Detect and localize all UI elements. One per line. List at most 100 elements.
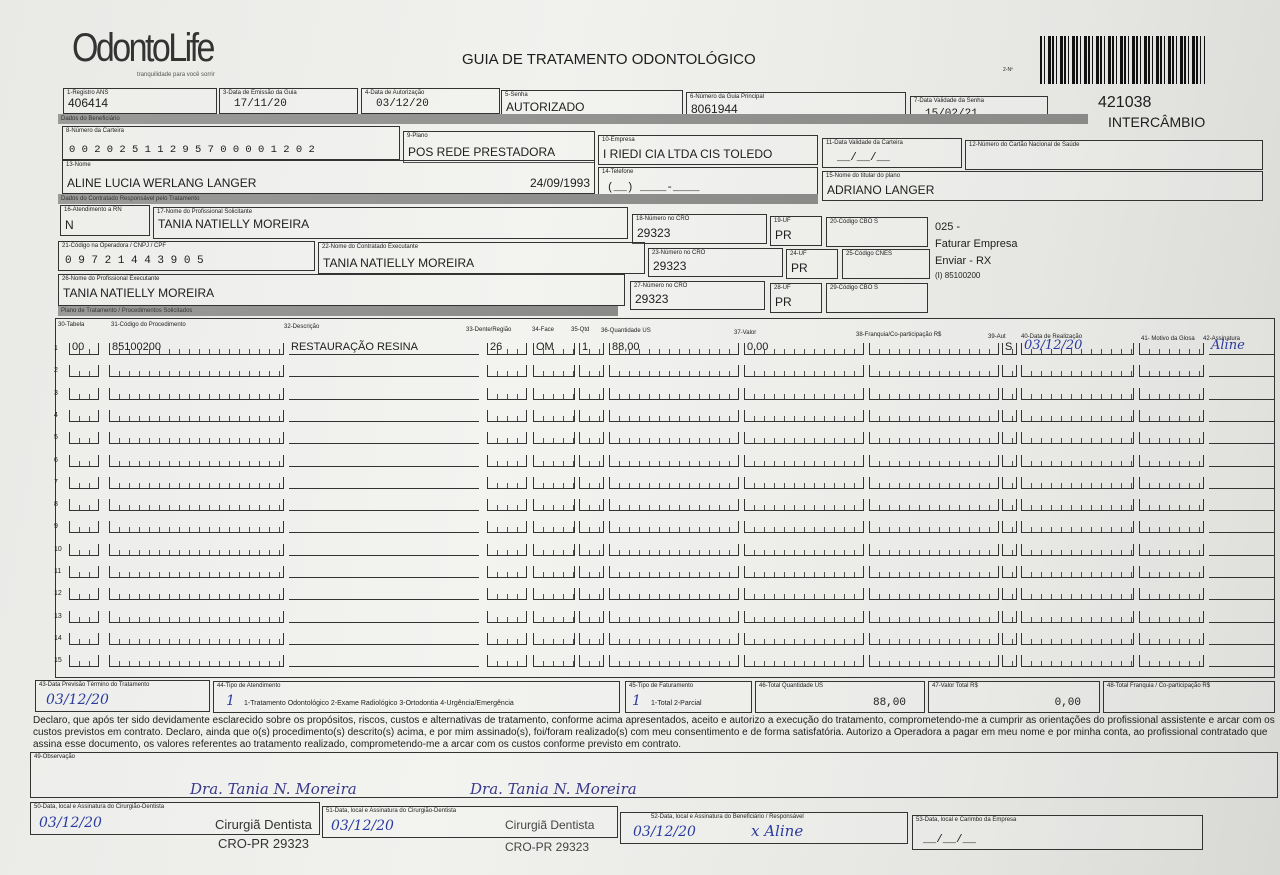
field-uf-28[interactable]: 28-UF PR xyxy=(770,283,822,313)
cell-dente[interactable] xyxy=(487,409,527,422)
cell-codigo[interactable] xyxy=(109,454,284,467)
field-password[interactable]: 5-Senha AUTORIZADO xyxy=(501,90,683,118)
cell-assinatura[interactable] xyxy=(1209,477,1274,489)
cell-tabela[interactable] xyxy=(69,632,99,645)
cell-franquia[interactable] xyxy=(869,387,999,400)
cell-franquia[interactable] xyxy=(869,543,999,556)
field-total-us[interactable]: 46-Total Quantidade US 88,00 xyxy=(755,681,925,713)
cell-qtd-us[interactable] xyxy=(609,499,739,512)
cell-face[interactable] xyxy=(533,387,575,400)
cell-dente[interactable] xyxy=(487,365,527,378)
field-uf-24[interactable]: 24-UF PR xyxy=(786,249,838,279)
cell-qtd[interactable] xyxy=(579,476,604,489)
cell-descricao[interactable] xyxy=(289,455,479,467)
cell-descricao[interactable] xyxy=(289,655,479,668)
cell-codigo[interactable] xyxy=(109,543,284,556)
cell-franquia[interactable] xyxy=(869,476,999,489)
cell-assinatura[interactable] xyxy=(1209,388,1274,400)
cell-face[interactable] xyxy=(533,610,575,623)
cell-assinatura[interactable] xyxy=(1209,410,1274,422)
cell-face[interactable] xyxy=(533,432,575,445)
cell-qtd[interactable] xyxy=(579,632,604,645)
field-rn-attendance[interactable]: 16-Atendimento a RN N xyxy=(60,205,150,236)
cell-valor[interactable] xyxy=(744,521,864,534)
cell-franquia[interactable] xyxy=(869,588,999,601)
cell-codigo[interactable] xyxy=(109,409,284,422)
field-requesting-professional[interactable]: 17-Nome do Profissional Solicitante TANIA… xyxy=(153,207,628,239)
cell-data[interactable] xyxy=(1021,476,1134,489)
field-name[interactable]: 13-Nome ALINE LUCIA WERLANG LANGER 24/09/1… xyxy=(62,160,595,194)
cell-data[interactable] xyxy=(1021,521,1134,534)
cell-valor[interactable] xyxy=(744,365,864,378)
cell-descricao[interactable] xyxy=(289,611,479,623)
cell-aut[interactable] xyxy=(1002,454,1017,467)
cell-motivo[interactable] xyxy=(1139,655,1204,668)
field-cnes-25[interactable]: 25-Código CNES xyxy=(842,249,930,279)
cell-face[interactable] xyxy=(533,476,575,489)
cell-franquia[interactable] xyxy=(869,409,999,422)
cell-tabela[interactable] xyxy=(69,499,99,512)
cell-assinatura[interactable] xyxy=(1209,655,1274,668)
cell-motivo[interactable] xyxy=(1139,543,1204,556)
cell-descricao[interactable] xyxy=(289,544,479,556)
cell-descricao[interactable] xyxy=(289,521,479,534)
cell-aut[interactable]: S xyxy=(1002,341,1017,355)
cell-tabela[interactable] xyxy=(69,521,99,534)
cell-motivo[interactable] xyxy=(1139,343,1204,355)
cell-qtd[interactable] xyxy=(579,588,604,601)
cell-data[interactable] xyxy=(1021,588,1134,601)
cell-motivo[interactable] xyxy=(1139,610,1204,623)
cell-face[interactable] xyxy=(533,632,575,645)
cell-dente[interactable] xyxy=(487,543,527,556)
cell-valor[interactable] xyxy=(744,432,864,445)
cell-franquia[interactable] xyxy=(869,365,999,378)
cell-tabela[interactable] xyxy=(69,588,99,601)
cell-aut[interactable] xyxy=(1002,610,1017,623)
field-observation[interactable]: 49-Observação xyxy=(30,752,1278,798)
cell-dente[interactable] xyxy=(487,521,527,534)
cell-dente[interactable] xyxy=(487,610,527,623)
cell-valor[interactable] xyxy=(744,632,864,645)
cell-tabela[interactable] xyxy=(69,432,99,445)
field-cro-18[interactable]: 18-Número no CRO 29323 xyxy=(632,214,767,244)
cell-descricao[interactable] xyxy=(289,499,479,512)
cell-descricao[interactable] xyxy=(289,388,479,400)
cell-aut[interactable] xyxy=(1002,387,1017,400)
field-total-value[interactable]: 47-Valor Total R$ 0,00 xyxy=(928,681,1100,713)
field-cro-27[interactable]: 27-Número no CRO 29323 xyxy=(630,281,765,310)
field-operator-code[interactable]: 21-Código na Operadora / CNPJ / CPF 0 9 7… xyxy=(58,241,315,271)
cell-descricao[interactable] xyxy=(289,410,479,422)
cell-motivo[interactable] xyxy=(1139,588,1204,601)
field-uf-19[interactable]: 19-UF PR xyxy=(770,216,822,246)
cell-motivo[interactable] xyxy=(1139,566,1204,578)
cell-franquia[interactable] xyxy=(869,454,999,467)
cell-data[interactable] xyxy=(1021,632,1134,645)
cell-face[interactable] xyxy=(533,521,575,534)
cell-dente[interactable] xyxy=(487,655,527,668)
cell-qtd-us[interactable] xyxy=(609,566,739,578)
field-dentist-signature-50[interactable]: 50-Data, local e Assinatura do Cirurgião… xyxy=(30,802,320,835)
field-company[interactable]: 10-Empresa I RIEDI CIA LTDA CIS TOLEDO xyxy=(598,135,818,165)
cell-assinatura[interactable] xyxy=(1209,432,1274,445)
cell-qtd[interactable] xyxy=(579,566,604,578)
cell-motivo[interactable] xyxy=(1139,632,1204,645)
field-issue-date[interactable]: 3-Data de Emissão da Guia 17/11/20 xyxy=(219,88,358,114)
cell-face[interactable] xyxy=(533,499,575,512)
field-executing-contractor[interactable]: 22-Nome do Contratado Executante TANIA NA… xyxy=(318,242,645,274)
cell-data[interactable] xyxy=(1021,387,1134,400)
cell-aut[interactable] xyxy=(1002,476,1017,489)
cell-codigo[interactable] xyxy=(109,499,284,512)
cell-motivo[interactable] xyxy=(1139,387,1204,400)
cell-qtd[interactable] xyxy=(579,432,604,445)
cell-qtd[interactable] xyxy=(579,543,604,556)
cell-aut[interactable] xyxy=(1002,409,1017,422)
cell-aut[interactable] xyxy=(1002,521,1017,534)
cell-valor[interactable] xyxy=(744,566,864,578)
cell-face[interactable] xyxy=(533,543,575,556)
cell-data[interactable] xyxy=(1021,499,1134,512)
cell-codigo[interactable] xyxy=(109,387,284,400)
field-total-franchise[interactable]: 48-Total Franquia / Co-participação R$ xyxy=(1103,681,1275,713)
cell-qtd[interactable] xyxy=(579,454,604,467)
field-treatment-end-date[interactable]: 43-Data Previsão Término do Tratamento 03… xyxy=(35,680,210,712)
cell-qtd-us[interactable] xyxy=(609,454,739,467)
